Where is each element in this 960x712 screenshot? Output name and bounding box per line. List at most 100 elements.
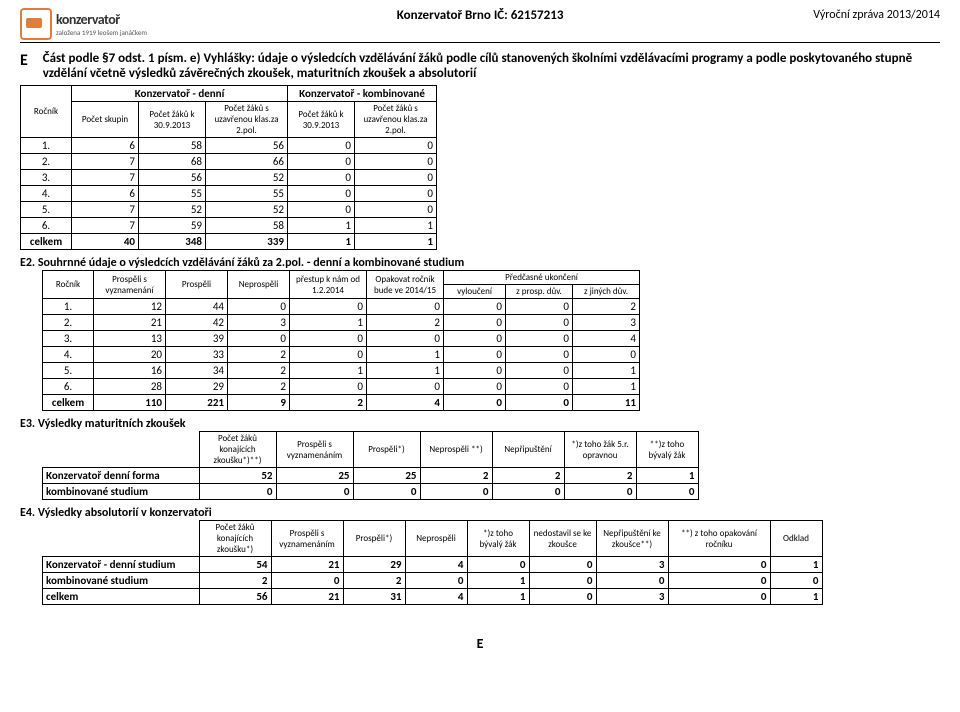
cell: Konzervatoř - denní studium: [43, 557, 200, 573]
cell: 0: [529, 589, 596, 605]
e2-table: Ročník Prospěli s vyznamenání Prospěli N…: [42, 270, 640, 411]
cell: 3: [573, 315, 640, 331]
col-uzav-d: Počet žáků s uzavřenou klas.za 2.pol.: [206, 102, 288, 138]
e3-c2: Prospěli s vyznamenáním: [276, 432, 353, 468]
e4-title: Výsledky absolutorií v konzervatoři: [38, 506, 212, 520]
cell: 0: [288, 154, 355, 170]
e4-c4: Neprospěli: [405, 521, 467, 557]
cell: 0: [228, 331, 290, 347]
cell: 25: [276, 468, 353, 484]
e3-c0: [43, 432, 200, 468]
header-center: Konzervatoř Brno IČ: 62157213: [397, 8, 564, 40]
cell: 0: [367, 379, 444, 395]
e3-c3: Prospěli*): [353, 432, 420, 468]
cell: 9: [228, 395, 290, 411]
cell: 0: [353, 484, 420, 500]
cell: 0: [199, 484, 276, 500]
cell: 0: [288, 138, 355, 154]
cell: 7: [72, 154, 139, 170]
col-denni: Konzervatoř - denní: [72, 86, 288, 102]
cell: 0: [444, 363, 506, 379]
cell: 3.: [21, 170, 72, 186]
e4-c6: nedostavil se ke zkoušce: [529, 521, 596, 557]
col-rocnik: Ročník: [21, 86, 72, 138]
cell: 7: [72, 170, 139, 186]
cell: 44: [166, 299, 228, 315]
cell: 1: [288, 218, 355, 234]
cell: 0: [355, 202, 437, 218]
cell: 2: [228, 363, 290, 379]
cell: 1: [636, 468, 698, 484]
cell: 2: [228, 347, 290, 363]
cell: 3.: [43, 331, 94, 347]
col-zaku-d: Počet žáků k 30.9.2013: [139, 102, 206, 138]
cell: 0: [355, 186, 437, 202]
cell: 1.: [21, 138, 72, 154]
e3-table: Počet žáků konajících zkoušku*)**) Prosp…: [42, 431, 699, 500]
cell: 2: [492, 468, 564, 484]
cell: 1: [573, 379, 640, 395]
cell: 2: [367, 315, 444, 331]
cell: 0: [770, 573, 822, 589]
cell: 55: [139, 186, 206, 202]
cell: 0: [290, 379, 367, 395]
cell: 1: [355, 234, 437, 250]
cell: celkem: [21, 234, 72, 250]
col-predc: Předčasné ukončení: [444, 271, 640, 285]
cell: 2: [228, 379, 290, 395]
cell: 0: [467, 557, 529, 573]
cell: 1: [573, 363, 640, 379]
cell: 0: [444, 395, 506, 411]
cell: 7: [72, 202, 139, 218]
e1-table: Ročník Konzervatoř - denní Konzervatoř -…: [20, 85, 437, 250]
cell: 1: [467, 589, 529, 605]
cell: 0: [564, 484, 636, 500]
cell: 0: [367, 299, 444, 315]
cell: 0: [290, 299, 367, 315]
cell: kombinované studium: [43, 573, 200, 589]
cell: 0: [355, 138, 437, 154]
cell: 348: [139, 234, 206, 250]
cell: 66: [206, 154, 288, 170]
cell: 0: [668, 589, 770, 605]
cell: 0: [444, 299, 506, 315]
e3-c5: Nepřipuštění: [492, 432, 564, 468]
cell: 0: [668, 557, 770, 573]
cell: 0: [288, 170, 355, 186]
col-prosp: Prospěli: [166, 271, 228, 299]
e3-c1: Počet žáků konajících zkoušku*)**): [199, 432, 276, 468]
cell: 56: [206, 138, 288, 154]
logo: konzervatoř založena 1919 leošem janáčke…: [20, 8, 147, 40]
cell: 0: [288, 186, 355, 202]
cell: 221: [166, 395, 228, 411]
cell: 0: [444, 315, 506, 331]
cell: 56: [199, 589, 271, 605]
cell: 0: [444, 379, 506, 395]
cell: 56: [139, 170, 206, 186]
cell: 2: [290, 395, 367, 411]
cell: 0: [405, 573, 467, 589]
cell: 1: [770, 557, 822, 573]
cell: 1: [367, 363, 444, 379]
cell: 55: [206, 186, 288, 202]
cell: 68: [139, 154, 206, 170]
col-prestup: přestup k nám od 1.2.2014: [290, 271, 367, 299]
cell: 11: [573, 395, 640, 411]
cell: 2: [573, 299, 640, 315]
cell: 0: [506, 395, 573, 411]
cell: 3: [228, 315, 290, 331]
col-neprosp: Neprospěli: [228, 271, 290, 299]
logo-mark: [20, 8, 52, 40]
cell: 110: [94, 395, 166, 411]
logo-subtitle: založena 1919 leošem janáčkem: [56, 28, 147, 37]
cell: 12: [94, 299, 166, 315]
cell: 1: [290, 315, 367, 331]
cell: 0: [290, 331, 367, 347]
cell: 31: [343, 589, 405, 605]
cell: 0: [276, 484, 353, 500]
e3-c6: *)z toho žák 5.r. opravnou: [564, 432, 636, 468]
cell: 339: [206, 234, 288, 250]
cell: 39: [166, 331, 228, 347]
cell: 52: [206, 202, 288, 218]
cell: 21: [271, 589, 343, 605]
